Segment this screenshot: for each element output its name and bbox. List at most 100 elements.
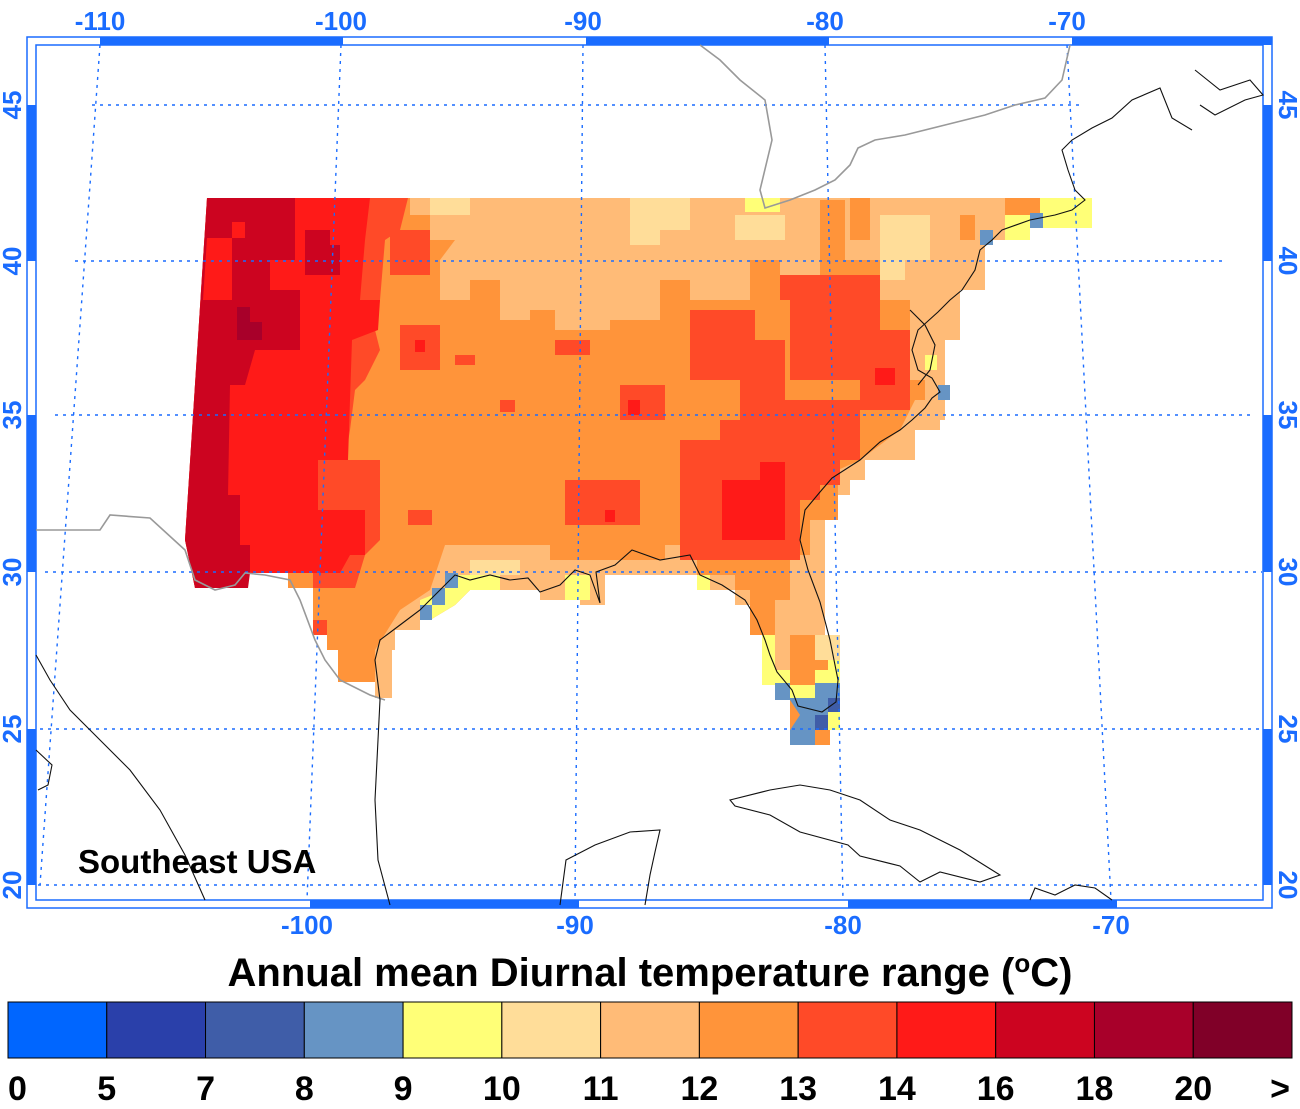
field-13-14-k (500, 400, 515, 412)
us-mexico-border (36, 514, 386, 701)
lat-left-label: 30 (0, 558, 27, 587)
colorbar-swatch (7, 1001, 108, 1059)
colorbar-swatch (303, 1001, 404, 1059)
field-7-8-florida (828, 698, 840, 712)
colorbar-swatch (402, 1001, 503, 1059)
field-14-16-georgia (722, 462, 785, 540)
field-11-12-north (410, 198, 1005, 420)
colorbar-swatch (600, 1001, 700, 1059)
field-8-9-ne-b (1030, 213, 1043, 228)
graticule (38, 44, 1262, 901)
colorbar-tick-label: 0 (8, 1070, 27, 1108)
colorbar-swatch (896, 1001, 997, 1059)
colorbar-tick-label: 5 (97, 1070, 116, 1108)
map-title: Annual mean Diurnal temperature range (o… (228, 948, 1073, 995)
lat-left-label: 25 (0, 715, 27, 744)
colorbar-tick-label: 16 (977, 1070, 1015, 1108)
colorbar-tick-label: 8 (295, 1070, 314, 1108)
field-10-11-north-c (430, 198, 470, 215)
field-16-18-b (305, 230, 340, 275)
colorbar-tick-label: 7 (196, 1070, 215, 1108)
lat-right-label: 30 (1273, 558, 1300, 587)
hispaniola-coast (1029, 884, 1113, 901)
lon-top-label: -90 (564, 6, 602, 36)
great-lakes-border (699, 44, 1071, 210)
lon-bottom-label: -90 (556, 910, 594, 940)
colorbar-swatch (1192, 1001, 1293, 1059)
coastlines (35, 44, 1264, 906)
field-13-14-a (390, 230, 430, 275)
lon-bottom-label: -100 (281, 910, 333, 940)
nova-scotia-coast (1194, 69, 1264, 116)
lon-top-label: -70 (1048, 6, 1086, 36)
field-13-14-h (565, 480, 640, 525)
field-8-9-gulf-a (445, 573, 458, 588)
field-8-9-ne-a (980, 230, 993, 245)
lat-right-label: 45 (1273, 91, 1300, 120)
lat-right-label: 25 (1273, 715, 1300, 744)
colorbar-tick-label: 20 (1174, 1070, 1212, 1108)
field-9-10-gulf-c (697, 575, 710, 590)
colorbar-tick-label: 10 (483, 1070, 521, 1108)
field-10-11-gulf (470, 560, 520, 575)
field-9-10-gulf-b (565, 575, 590, 600)
field-13-14-c (555, 340, 590, 355)
baja-coast (35, 749, 53, 791)
field-10-11-north-a (630, 198, 690, 245)
gulf-atlantic-coast (374, 87, 1193, 906)
region-label: Southeast USA (78, 843, 316, 880)
field-13-14-e (690, 310, 785, 420)
lat-left-label: 35 (0, 401, 27, 430)
colorbar: 0 5 7 8 9 10 11 12 13 14 16 18 20 > (7, 1001, 1293, 1108)
field-14-16-b (628, 400, 640, 415)
lon-bottom-label: -70 (1092, 910, 1130, 940)
lon-top-labels: -110 -100 -90 -80 -70 (75, 6, 1086, 36)
field-8-9-gulf-c (420, 605, 432, 620)
title-degree: o (1014, 948, 1030, 978)
lon-bottom-label: -80 (824, 910, 862, 940)
colorbar-tick-label: 18 (1076, 1070, 1114, 1108)
colorbar-swatch (995, 1001, 1095, 1059)
dtr-field (185, 198, 1092, 745)
field-13-14-i (408, 510, 432, 525)
colorbar-tick-label: 12 (680, 1070, 718, 1108)
field-8-9-nc (938, 385, 950, 400)
field-14-16-d (415, 340, 425, 352)
field-9-10-ne (1005, 198, 1092, 240)
field-14-16-f (203, 238, 232, 300)
lat-left-label: 20 (0, 871, 27, 900)
field-10-11-north-d (735, 215, 785, 240)
colorbar-swatch (698, 1001, 799, 1059)
colorbar-tick-label: 13 (779, 1070, 817, 1108)
title-suffix: ) (1059, 951, 1072, 995)
colorbar-tick-label: 14 (878, 1070, 916, 1108)
cuba-coast (729, 784, 1002, 883)
colorbar-swatch (797, 1001, 898, 1059)
field-14-16-e (232, 222, 245, 238)
field-9-10-gulf-a (420, 575, 500, 620)
frame-ticks (27, 37, 1272, 908)
lon-top-label: -80 (806, 6, 844, 36)
lat-right-labels: 45 40 35 30 25 20 (1273, 91, 1300, 900)
colorbar-swatch (205, 1001, 305, 1059)
lat-left-label: 45 (0, 91, 27, 120)
field-13-14-j (455, 355, 475, 365)
mexico-west-coast (35, 654, 206, 901)
title-text: Annual mean Diurnal temperature range ( (228, 951, 1016, 995)
field-12-13-north-b (960, 215, 975, 240)
yucatan-coast (559, 829, 661, 906)
field-7-8-florida-b (815, 715, 828, 730)
field-11-12-coast (838, 400, 940, 495)
field-10-11-florida (815, 635, 840, 660)
lat-right-label: 20 (1273, 871, 1300, 900)
field-13-14-d (620, 385, 665, 420)
lat-left-labels: 45 40 35 30 25 20 (0, 91, 27, 900)
lat-left-label: 40 (0, 247, 27, 276)
field-14-16-c (605, 510, 615, 522)
lon-bottom-labels: -100 -90 -80 -70 (281, 910, 1130, 940)
lat-right-label: 40 (1273, 247, 1300, 276)
colorbar-tick-label: 11 (583, 1070, 619, 1108)
field-18-20 (237, 307, 262, 340)
field-10-11-north-b (880, 215, 930, 280)
